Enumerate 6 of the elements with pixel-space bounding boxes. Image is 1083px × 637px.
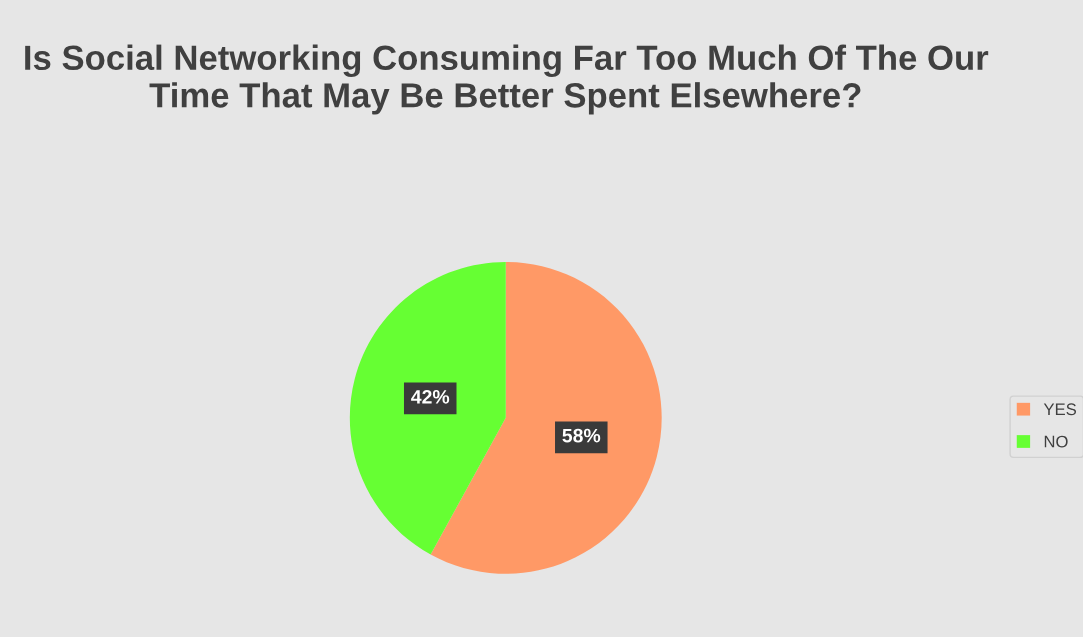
data-label: 58% [562,428,601,443]
pie-slice [349,261,506,555]
chart-title: Is Social Networking Consuming Far Too Much Of The Our Time That May Be Better Spent Elsewhere? [25,44,989,115]
legend-label: NO [1044,435,1068,448]
legend-label: YES [1043,403,1077,416]
data-label: 42% [411,389,450,404]
